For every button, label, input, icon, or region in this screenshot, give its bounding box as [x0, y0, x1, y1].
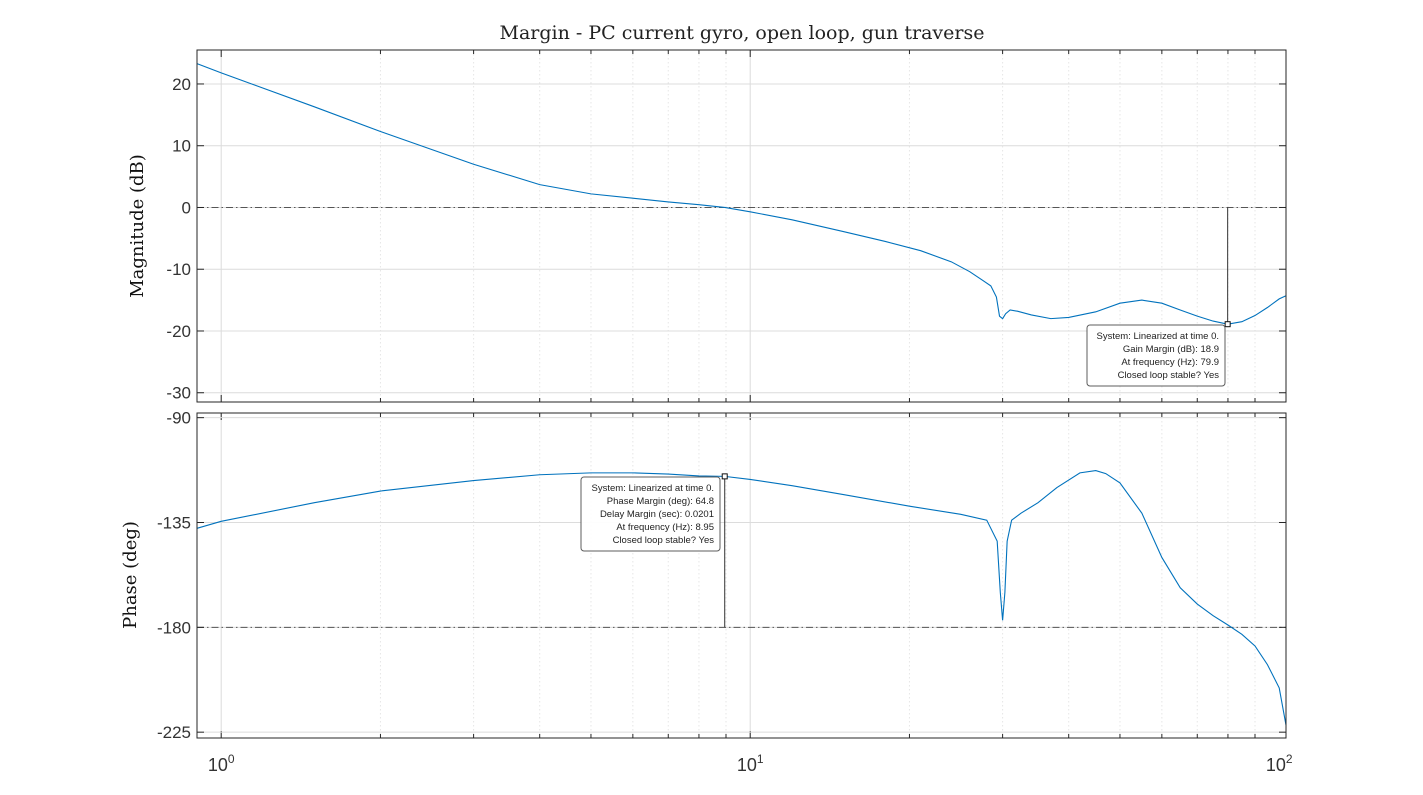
phase-grid — [196, 413, 1286, 738]
magnitude-y-label: Magnitude (dB) — [127, 154, 148, 298]
phase-series-line — [196, 469, 1287, 726]
y-tick-label: -90 — [166, 409, 191, 428]
y-tick-label: -20 — [166, 322, 191, 341]
magnitude-series-line — [196, 63, 1287, 325]
datatip-line: System: Linearized at time 0. — [592, 483, 715, 494]
datatip-line: Phase Margin (deg): 64.8 — [607, 496, 714, 507]
datatip-line: Delay Margin (sec): 0.0201 — [600, 509, 714, 520]
y-tick-label: 10 — [172, 137, 191, 156]
phase-axes: System: Linearized at time 0. Phase Margi… — [120, 409, 1287, 742]
x-tick-label: 100 — [208, 752, 235, 775]
y-tick-label: -180 — [157, 618, 191, 637]
gain-margin-annotation[interactable]: System: Linearized at time 0. Gain Margin… — [1086, 207, 1231, 387]
phase-y-ticks: -90 -135 -180 -225 — [157, 409, 1286, 742]
datatip-line: Gain Margin (dB): 18.9 — [1123, 344, 1219, 355]
chart-title: Margin - PC current gyro, open loop, gun… — [500, 22, 985, 44]
datatip-line: At frequency (Hz): 8.95 — [616, 522, 714, 533]
datatip-line: Closed loop stable? Yes — [1118, 370, 1220, 381]
phase-axes-box — [196, 412, 1287, 739]
phase-margin-annotation[interactable]: System: Linearized at time 0. Phase Margi… — [580, 473, 728, 628]
y-tick-label: -135 — [157, 513, 191, 532]
phase-plot-area — [197, 413, 1286, 738]
x-tick-label: 101 — [737, 752, 764, 775]
y-tick-label: 20 — [172, 75, 191, 94]
magnitude-axes: System: Linearized at time 0. Gain Margin… — [127, 49, 1287, 403]
x-axis-ticks: 100 101 102 — [208, 752, 1293, 775]
datatip-marker — [1224, 321, 1231, 328]
y-tick-label: -30 — [166, 384, 191, 403]
y-tick-label: 0 — [182, 198, 191, 217]
datatip-box — [580, 476, 721, 552]
phase-y-label: Phase (deg) — [120, 521, 141, 629]
datatip-line: Closed loop stable? Yes — [613, 535, 715, 546]
datatip-line: System: Linearized at time 0. — [1097, 331, 1220, 342]
datatip-line: At frequency (Hz): 79.9 — [1121, 357, 1219, 368]
y-tick-label: -10 — [166, 260, 191, 279]
datatip-box — [1086, 324, 1226, 387]
magnitude-axes-box — [196, 49, 1287, 403]
magnitude-y-ticks: 20 10 0 -10 -20 -30 — [166, 75, 1286, 403]
x-tick-label: 102 — [1266, 752, 1293, 775]
y-tick-label: -225 — [157, 723, 191, 742]
datatip-marker — [721, 473, 728, 480]
